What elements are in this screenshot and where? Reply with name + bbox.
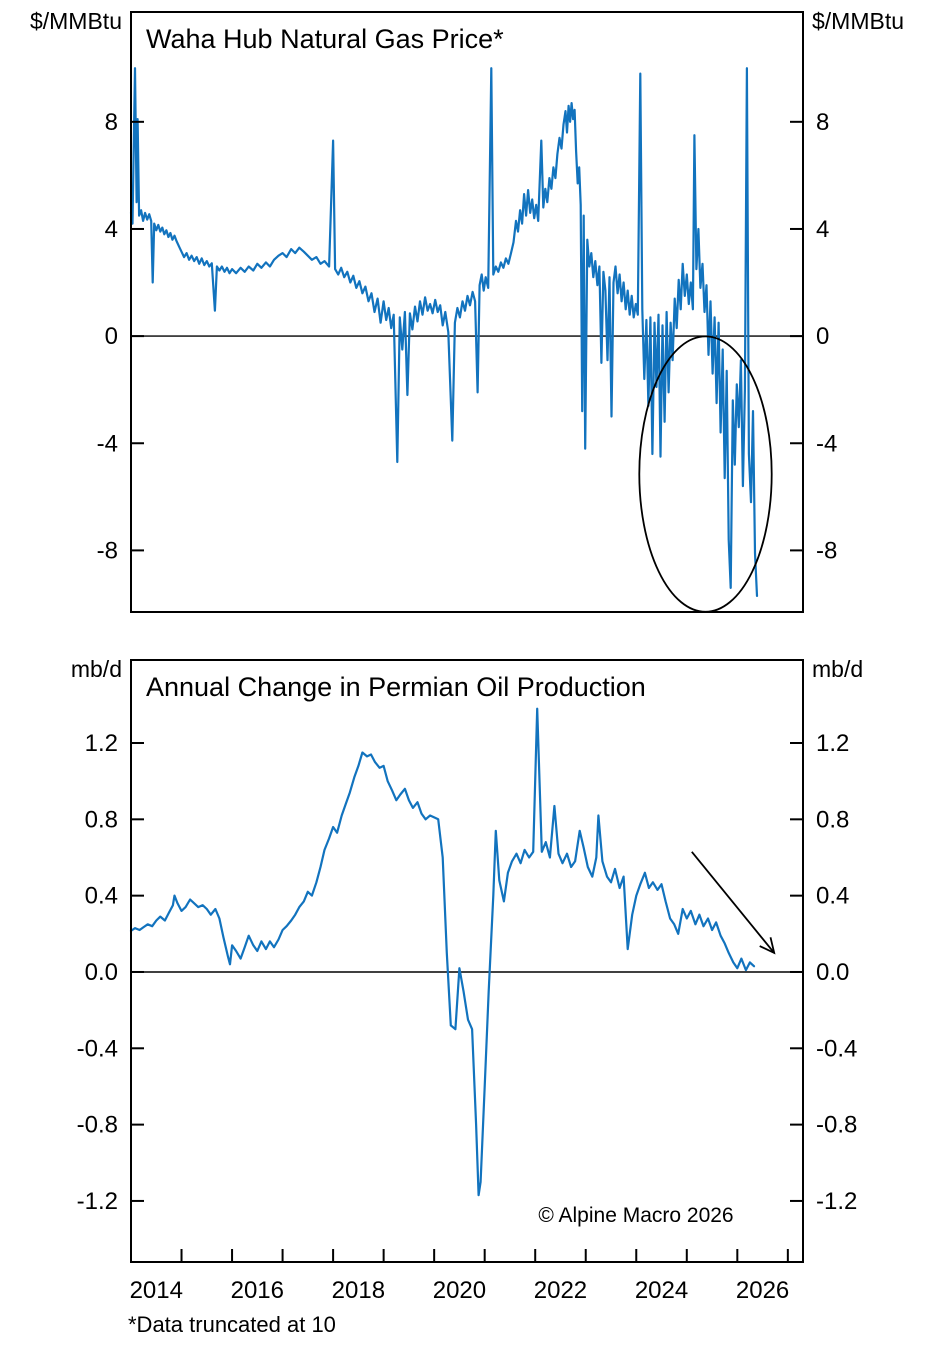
permian-ytick-label-right: 0.0 xyxy=(816,959,849,986)
waha-ytick-label-right: 0 xyxy=(816,323,829,350)
trend-arrow-head xyxy=(759,937,776,955)
permian-ytick-label-left: 0.4 xyxy=(85,883,118,910)
waha-plot-frame xyxy=(130,11,804,613)
waha-ytick-label-right: -8 xyxy=(816,537,837,564)
permian-ytick-label-right: 0.8 xyxy=(816,806,849,833)
footnote: *Data truncated at 10 xyxy=(128,1312,336,1337)
permian-unit-label-left: mb/d xyxy=(70,656,122,682)
xaxis-year-label: 2026 xyxy=(736,1277,789,1304)
permian-plot-frame xyxy=(130,659,804,1263)
xaxis-year-label: 2020 xyxy=(433,1277,486,1304)
waha-ytick-label-right: 8 xyxy=(816,109,829,136)
xaxis-year-label: 2014 xyxy=(130,1277,183,1304)
permian-ytick-label-left: 0.0 xyxy=(85,959,118,986)
waha-ytick-label-left: -8 xyxy=(97,537,118,564)
waha-chart-title: Waha Hub Natural Gas Price* xyxy=(146,24,504,54)
permian-ytick-label-right: -0.4 xyxy=(816,1035,857,1062)
permian-ytick-label-right: 1.2 xyxy=(816,730,849,757)
waha-series-line xyxy=(129,67,759,598)
waha-ytick-label-left: 4 xyxy=(105,216,118,243)
xaxis-year-label: 2024 xyxy=(635,1277,688,1304)
permian-ytick-label-left: -0.4 xyxy=(77,1035,118,1062)
waha-ytick-label-left: 8 xyxy=(105,109,118,136)
waha-ytick-label-left: -4 xyxy=(97,430,118,457)
waha-ytick-label-right: 4 xyxy=(816,216,829,243)
trend-arrow-annotation xyxy=(691,851,775,954)
permian-series-line xyxy=(129,707,756,1197)
waha-unit-label-right: $/MMBtu xyxy=(812,8,905,34)
permian-ytick-label-left: 0.8 xyxy=(85,806,118,833)
xaxis-year-label: 2018 xyxy=(332,1277,385,1304)
waha-unit-label-left: $/MMBtu xyxy=(29,8,122,34)
permian-ytick-label-left: 1.2 xyxy=(85,730,118,757)
permian-ytick-label-right: -1.2 xyxy=(816,1188,857,1215)
permian-ytick-label-right: -0.8 xyxy=(816,1112,857,1139)
xaxis-year-label: 2022 xyxy=(534,1277,587,1304)
permian-ytick-label-left: -0.8 xyxy=(77,1112,118,1139)
copyright-watermark: © Alpine Macro 2026 xyxy=(538,1204,734,1227)
permian-chart-title: Annual Change in Permian Oil Production xyxy=(146,672,646,702)
permian-ytick-label-left: -1.2 xyxy=(77,1188,118,1215)
permian-unit-label-right: mb/d xyxy=(812,656,864,682)
waha-ytick-label-left: 0 xyxy=(105,323,118,350)
xaxis-year-label: 2016 xyxy=(231,1277,284,1304)
permian-ytick-label-right: 0.4 xyxy=(816,883,849,910)
highlight-ellipse-annotation xyxy=(638,335,773,613)
waha-ytick-label-right: -4 xyxy=(816,430,837,457)
